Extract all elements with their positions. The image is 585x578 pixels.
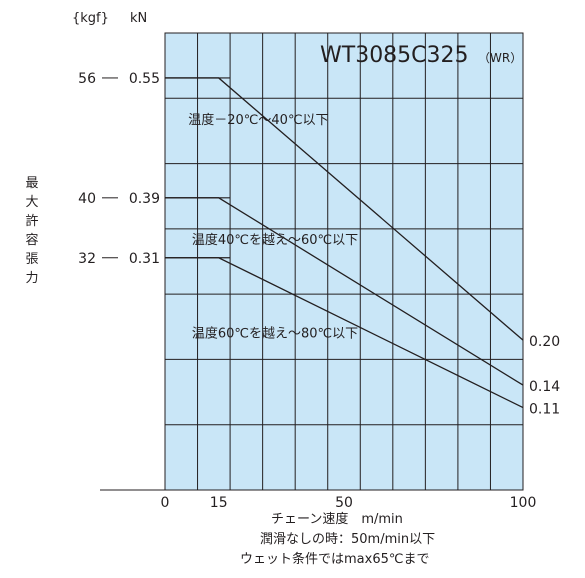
- series-end-label: 0.14: [529, 379, 560, 395]
- plot-area: [164, 32, 524, 491]
- curve-label: 温度－20℃～40℃以下: [188, 112, 328, 128]
- note-wet-condition: ウェット条件ではmax65℃まで: [240, 551, 429, 567]
- x-tick-label: 0: [161, 495, 170, 511]
- grid: [165, 33, 523, 490]
- y-axis-label-char: 張: [25, 252, 38, 267]
- series-end-label: 0.20: [529, 334, 560, 350]
- x-tick-label: 100: [510, 495, 537, 511]
- y-tick-label-kgf: 56: [78, 71, 96, 87]
- y-axis-label-char: 最: [25, 176, 38, 191]
- y-tick-label-kgf: 40: [78, 191, 96, 207]
- curve-label: 温度60℃を越え～80℃以下: [192, 326, 358, 342]
- y-unit-kgf: {kgf}: [72, 11, 109, 26]
- x-tick-label: 50: [335, 495, 353, 511]
- y-tick-label-kn: 0.31: [129, 251, 160, 267]
- y-tick-label-kgf: 32: [78, 251, 96, 267]
- x-axis-label: チェーン速度 m/min: [271, 511, 403, 527]
- chart-title: WT3085C325: [320, 43, 469, 68]
- y-ticks: 56 0.55 40 0.39 32 0.31: [78, 71, 230, 267]
- y-axis-label-char: 許: [25, 214, 38, 229]
- series-end-label: 0.11: [529, 402, 560, 418]
- chart-title-suffix: （WR）: [478, 51, 522, 65]
- curve-label: 温度40℃を越え～60℃以下: [192, 232, 358, 248]
- x-tick-label: 15: [210, 495, 228, 511]
- x-ticks: 0 15 50 100: [161, 495, 537, 511]
- note-lubrication: 潤滑なしの時：50m/min以下: [260, 532, 435, 547]
- y-axis-label-char: 大: [25, 195, 38, 210]
- end-labels: 0.20 0.14 0.11: [529, 334, 560, 417]
- y-axis-label-char: 容: [25, 232, 38, 248]
- y-unit-kn: kN: [130, 11, 147, 26]
- y-tick-label-kn: 0.39: [129, 191, 160, 207]
- y-axis-label-char: 力: [25, 271, 38, 286]
- y-tick-label-kn: 0.55: [129, 71, 160, 87]
